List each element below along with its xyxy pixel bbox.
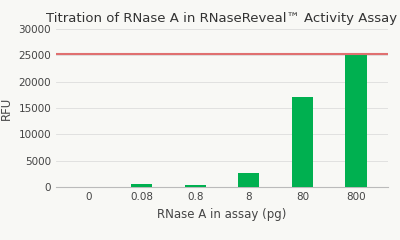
X-axis label: RNase A in assay (pg): RNase A in assay (pg) xyxy=(157,208,287,221)
Title: Titration of RNase A in RNaseReveal™ Activity Assay: Titration of RNase A in RNaseReveal™ Act… xyxy=(46,12,398,25)
Bar xyxy=(238,174,260,187)
Bar xyxy=(78,186,99,187)
Bar xyxy=(184,185,206,187)
Bar xyxy=(345,53,366,187)
Y-axis label: RFU: RFU xyxy=(0,96,13,120)
Bar xyxy=(292,97,313,187)
Bar xyxy=(131,185,152,187)
